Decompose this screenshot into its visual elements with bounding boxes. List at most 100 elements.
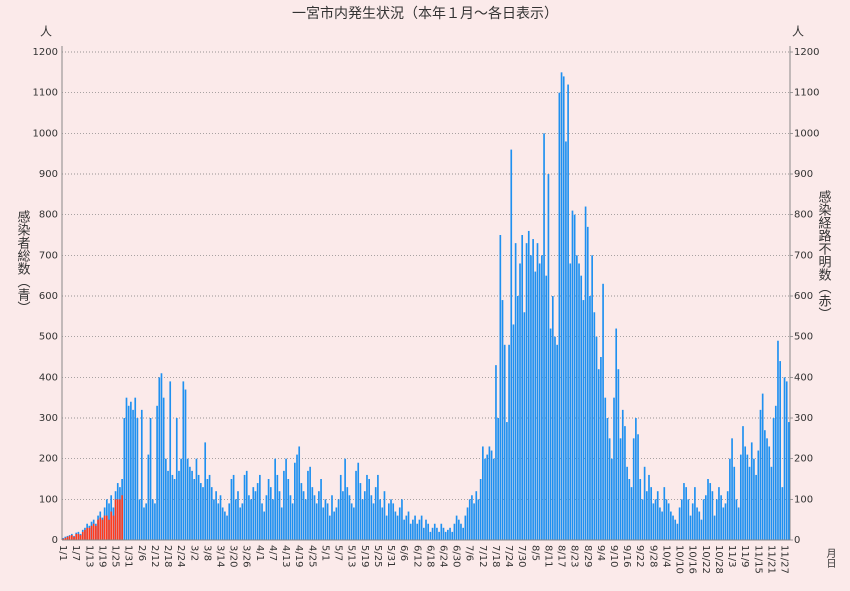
- bar: [241, 503, 244, 540]
- bar: [189, 466, 191, 540]
- y2-tick-label: 200: [794, 454, 813, 465]
- y2-axis-title: 感染経路不明数（赤）: [816, 189, 832, 320]
- bar: [322, 507, 325, 540]
- bar: [746, 454, 749, 540]
- bar: [88, 527, 91, 540]
- bar: [366, 474, 368, 540]
- bar: [499, 235, 502, 540]
- bar: [707, 479, 709, 540]
- bar: [398, 507, 401, 540]
- bar: [694, 487, 696, 540]
- y2-tick-label: 0: [794, 535, 800, 546]
- bar: [237, 491, 239, 540]
- x-tick-label: 10/16: [687, 545, 698, 574]
- bar: [228, 503, 231, 540]
- bar: [468, 499, 471, 540]
- x-tick-label: 7/24: [503, 545, 514, 567]
- bar: [510, 149, 513, 540]
- bar: [549, 328, 552, 540]
- bar: [379, 499, 381, 540]
- bar: [525, 243, 528, 540]
- bar: [436, 527, 438, 540]
- y2-tick-label: 500: [794, 332, 813, 343]
- bar: [626, 466, 628, 540]
- bar: [689, 515, 692, 540]
- bar: [346, 487, 349, 540]
- bar: [674, 519, 677, 540]
- bar: [444, 531, 447, 540]
- bar: [595, 336, 598, 540]
- bar: [720, 495, 722, 540]
- bar: [591, 255, 593, 541]
- bar: [495, 365, 497, 540]
- bar: [615, 328, 618, 540]
- y2-unit: 人: [792, 25, 804, 39]
- bar: [608, 438, 611, 540]
- bar: [213, 499, 215, 540]
- bar: [567, 84, 569, 541]
- y-tick-label: 900: [39, 169, 58, 180]
- bar: [197, 474, 200, 540]
- bar: [186, 458, 189, 540]
- bar: [580, 275, 583, 540]
- bar: [392, 503, 395, 540]
- bar: [602, 283, 604, 540]
- x-tick-label: 6/12: [411, 545, 422, 567]
- bar: [114, 499, 117, 540]
- bar: [99, 517, 102, 540]
- bar: [407, 511, 410, 540]
- bar: [401, 499, 403, 540]
- bar: [501, 300, 504, 540]
- y-tick-label: 1000: [33, 128, 58, 139]
- bar: [663, 487, 666, 540]
- bar: [156, 405, 158, 540]
- y-tick-label: 0: [52, 535, 58, 546]
- bar: [243, 474, 246, 540]
- bar: [584, 206, 587, 541]
- x-tick-label: 3/26: [241, 545, 252, 567]
- x-tick-label: 9/28: [647, 545, 658, 567]
- x-tick-label: 8/5: [529, 545, 540, 561]
- bar: [396, 515, 399, 540]
- bar: [541, 255, 543, 541]
- bar: [302, 491, 305, 540]
- bar: [71, 535, 73, 540]
- bar: [648, 474, 650, 540]
- bar: [370, 495, 373, 540]
- bar: [582, 300, 585, 540]
- bar: [101, 519, 104, 540]
- bar: [466, 507, 469, 540]
- bar: [180, 458, 182, 540]
- bar: [785, 381, 788, 540]
- bar: [427, 523, 430, 540]
- bar: [586, 226, 589, 540]
- bar: [702, 499, 705, 540]
- bar: [219, 495, 222, 540]
- bar: [418, 519, 421, 540]
- bar: [768, 446, 771, 540]
- x-tick-label: 11/27: [779, 545, 790, 574]
- bar: [656, 491, 659, 540]
- bar: [232, 474, 235, 540]
- y-tick-label: 400: [39, 372, 58, 383]
- bar: [700, 519, 703, 540]
- bar: [637, 434, 639, 540]
- bar: [462, 527, 464, 540]
- bar: [562, 76, 565, 541]
- bar: [724, 503, 727, 540]
- bar: [447, 529, 449, 540]
- bar: [280, 507, 283, 540]
- bar: [543, 133, 545, 541]
- x-tick-label: 8/29: [582, 545, 593, 567]
- bar: [92, 523, 95, 540]
- bar: [600, 357, 602, 540]
- bar: [604, 397, 607, 540]
- x-tick-label: 11/15: [752, 545, 763, 574]
- bar: [610, 458, 613, 540]
- bar: [617, 369, 620, 540]
- bar: [121, 495, 123, 540]
- bar: [81, 531, 84, 540]
- bar: [132, 409, 134, 540]
- x-tick-label: 7/18: [490, 545, 501, 567]
- bar: [687, 499, 690, 540]
